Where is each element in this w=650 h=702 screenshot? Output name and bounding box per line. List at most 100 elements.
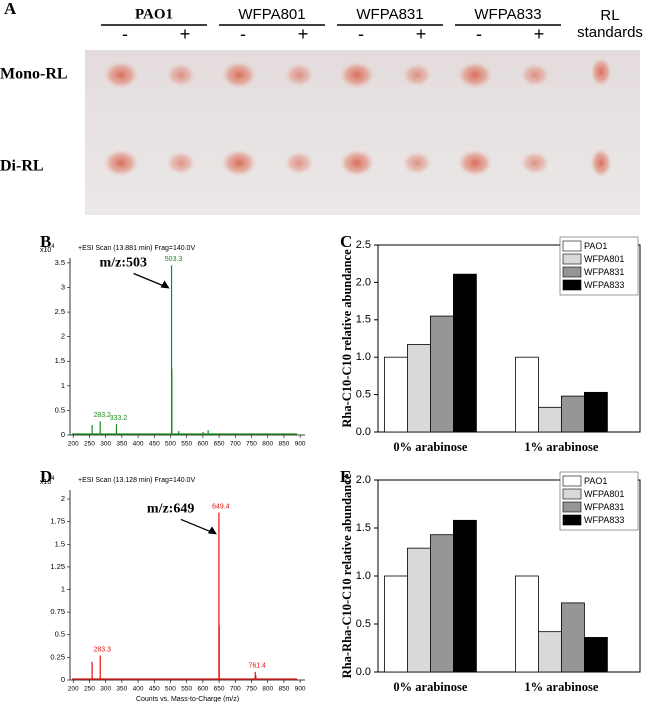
y-tick-label: 2.0 [356,474,371,486]
plot-frame [377,244,641,433]
tlc-spot [103,149,139,177]
tlc-spot [166,151,196,175]
legend-label: WFPA833 [584,515,624,525]
bar [515,575,539,673]
x-tick-label: 750 [246,441,257,448]
y-scale-exp: 4 [51,476,55,482]
y-tick-label: 1.5 [356,522,371,534]
bar [452,519,477,673]
peak-label: 649.4 [212,503,230,510]
bar [561,602,585,673]
legend-swatch [562,514,582,526]
y-tick-label: 1.0 [356,351,371,363]
tlc-spot [284,151,314,175]
y-tick-label: 0.5 [55,405,65,414]
x-tick-label: 900 [295,441,306,448]
y-tick-label: 2 [61,494,65,503]
y-axis-label: Rha-C10-C10 relative abundance [340,249,354,428]
annotation-arrow [133,272,168,289]
x-tick-label: 850 [279,686,290,693]
x-tick-label: 500 [165,686,176,693]
tlc-spot [339,61,375,89]
bar [429,315,454,433]
y-tick-label: 3.5 [55,258,65,267]
strain-label: WFPA833 [474,6,541,23]
tlc-spot [402,63,432,87]
legend-label: PAO1 [584,241,607,251]
y-tick-label: 1 [61,585,65,594]
x-tick-label: 200 [68,441,79,448]
peak-annotation: m/z:503 [100,256,147,271]
x-tick-label: 400 [133,686,144,693]
x-tick-label: 600 [197,441,208,448]
y-scale-exp: 4 [51,244,55,250]
x-tick-label: 500 [165,441,176,448]
x-tick-label: 800 [262,686,273,693]
tlc-spot [457,149,493,177]
bar [561,395,585,433]
y-tick-label: 0.5 [55,630,65,639]
x-tick-label: 350 [116,686,127,693]
y-tick-label: 0.0 [356,426,371,438]
y-tick-label: 0.25 [50,652,65,661]
bar [515,356,539,433]
y-axis-label: Rha-Rha-C10-C10 relative abundance [340,473,354,678]
peak-label: 283.3 [93,646,111,653]
y-tick-label: 1.25 [50,562,65,571]
y-tick-label: 0 [61,430,65,439]
legend-label: WFPA833 [584,280,624,290]
x-tick-label: 600 [197,686,208,693]
legend-label: WFPA801 [584,254,624,264]
x-tick-label: 350 [116,441,127,448]
panel-label: E [340,467,351,486]
y-tick-label: 1.5 [356,314,371,326]
bar [584,637,608,673]
legend-label: WFPA801 [584,489,624,499]
y-tick-label: 0 [61,675,65,684]
scan-title: +ESI Scan (13.128 min) Frag=140.0V [78,477,195,484]
strain-label: PAO1 [135,6,173,22]
x-tick-label: 650 [214,686,225,693]
peak-annotation: m/z:649 [147,502,194,517]
y-tick-label: 0.5 [356,389,371,401]
treatment-label: + [298,24,309,44]
tlc-spot [402,151,432,175]
x-tick-label: 450 [149,686,160,693]
y-scale: x104 [40,476,55,486]
bar [406,344,431,433]
bar [406,547,431,673]
row-label: Di-RL [0,158,44,175]
treatment-label: - [240,24,246,44]
bar [429,534,454,673]
x-tick-label: 0% arabinose [393,680,467,694]
x-tick-label: 450 [149,441,160,448]
peak-label: 283.2 [93,412,111,419]
x-tick-label: 850 [279,441,290,448]
x-tick-label: 550 [181,686,192,693]
annotation-arrowhead [160,280,170,289]
bar [584,391,608,433]
y-tick-label: 2.5 [356,239,371,251]
standards-label: standards [577,24,643,41]
y-scale-base: x10 [40,247,51,254]
x-tick-label: 650 [214,441,225,448]
tlc-spot [457,61,493,89]
y-tick-label: 2 [61,332,65,341]
legend-swatch [562,240,582,252]
annotation-arrowhead [207,526,217,535]
y-tick-label: 1.75 [50,517,65,526]
standards-label: RL [600,7,619,24]
y-tick-label: 0.5 [356,618,371,630]
treatment-label: + [534,24,545,44]
legend-swatch [562,266,582,278]
x-tick-label: 700 [230,441,241,448]
strain-label: WFPA831 [356,6,423,23]
treatment-label: - [122,24,128,44]
tlc-spot [284,63,314,87]
x-tick-label: 800 [262,441,273,448]
panel-label: A [4,0,17,18]
x-tick-label: 250 [84,441,95,448]
y-tick-label: 2.0 [356,276,371,288]
legend-label: WFPA831 [584,267,624,277]
